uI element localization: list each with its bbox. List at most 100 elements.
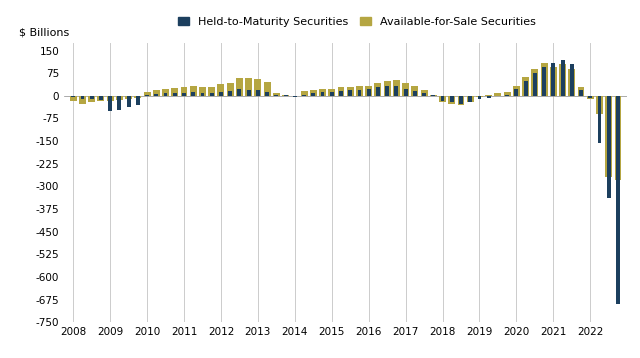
Bar	[255, 79, 261, 96]
Bar	[385, 86, 389, 96]
Bar	[413, 91, 417, 96]
Bar	[550, 67, 557, 96]
Bar	[404, 89, 408, 96]
Bar	[134, 96, 141, 98]
Bar	[302, 95, 306, 96]
Bar	[118, 96, 122, 110]
Bar	[71, 96, 75, 97]
Bar	[367, 89, 371, 96]
Bar	[321, 92, 324, 96]
Bar	[210, 93, 214, 96]
Legend: Held-to-Maturity Securities, Available-for-Sale Securities: Held-to-Maturity Securities, Available-f…	[174, 12, 540, 31]
Bar	[614, 96, 621, 180]
Bar	[607, 96, 611, 198]
Bar	[145, 95, 149, 96]
Bar	[522, 77, 529, 96]
Bar	[127, 96, 131, 107]
Bar	[293, 96, 297, 97]
Bar	[505, 95, 509, 96]
Bar	[420, 90, 428, 96]
Bar	[228, 91, 232, 96]
Bar	[596, 96, 603, 114]
Bar	[70, 96, 77, 101]
Bar	[439, 96, 446, 102]
Bar	[116, 96, 123, 100]
Bar	[374, 83, 381, 96]
Bar	[200, 93, 204, 96]
Bar	[328, 88, 335, 96]
Bar	[339, 91, 343, 96]
Bar	[162, 89, 169, 96]
Bar	[88, 96, 95, 102]
Bar	[219, 92, 223, 96]
Bar	[552, 63, 556, 96]
Bar	[542, 67, 546, 96]
Bar	[468, 96, 472, 102]
Bar	[412, 86, 419, 96]
Bar	[90, 96, 93, 100]
Bar	[107, 96, 114, 101]
Bar	[533, 73, 537, 96]
Bar	[448, 96, 455, 104]
Bar	[476, 96, 483, 97]
Bar	[598, 96, 602, 142]
Bar	[265, 92, 269, 96]
Bar	[588, 96, 592, 98]
Bar	[579, 90, 583, 96]
Bar	[587, 96, 594, 99]
Bar	[173, 93, 177, 96]
Bar	[348, 90, 352, 96]
Bar	[459, 96, 463, 104]
Bar	[108, 96, 112, 111]
Bar	[99, 96, 103, 100]
Bar	[180, 87, 188, 96]
Bar	[356, 86, 363, 96]
Bar	[237, 89, 241, 96]
Bar	[495, 93, 501, 96]
Bar	[561, 60, 564, 96]
Bar	[81, 96, 84, 99]
Bar	[218, 84, 225, 96]
Bar	[458, 96, 465, 106]
Bar	[97, 96, 104, 101]
Bar	[515, 89, 518, 96]
Bar	[358, 90, 362, 96]
Bar	[559, 64, 566, 96]
Bar	[208, 87, 215, 96]
Bar	[477, 96, 481, 100]
Bar	[330, 92, 333, 96]
Bar	[531, 69, 538, 96]
Bar	[347, 87, 354, 96]
Bar	[275, 95, 278, 96]
Bar	[384, 81, 390, 96]
Bar	[431, 95, 435, 96]
Bar	[264, 82, 271, 96]
Bar	[487, 96, 491, 98]
Bar	[191, 92, 195, 96]
Bar	[153, 90, 160, 96]
Bar	[467, 96, 474, 102]
Bar	[394, 86, 398, 96]
Bar	[430, 95, 436, 96]
Bar	[504, 92, 511, 96]
Bar	[570, 64, 573, 96]
Bar	[256, 90, 260, 96]
Bar	[376, 87, 380, 96]
Bar	[164, 93, 168, 96]
Bar	[282, 95, 289, 96]
Bar	[319, 88, 326, 96]
Bar	[422, 93, 426, 96]
Bar	[273, 93, 280, 96]
Bar	[524, 81, 527, 96]
Bar	[541, 63, 548, 96]
Bar	[246, 90, 251, 96]
Bar	[182, 93, 186, 96]
Bar	[485, 95, 492, 96]
Bar	[190, 86, 196, 96]
Bar	[227, 82, 234, 96]
Bar	[337, 87, 344, 96]
Bar	[199, 87, 206, 96]
Bar	[450, 96, 454, 102]
Bar	[79, 96, 86, 104]
Bar	[143, 92, 150, 96]
